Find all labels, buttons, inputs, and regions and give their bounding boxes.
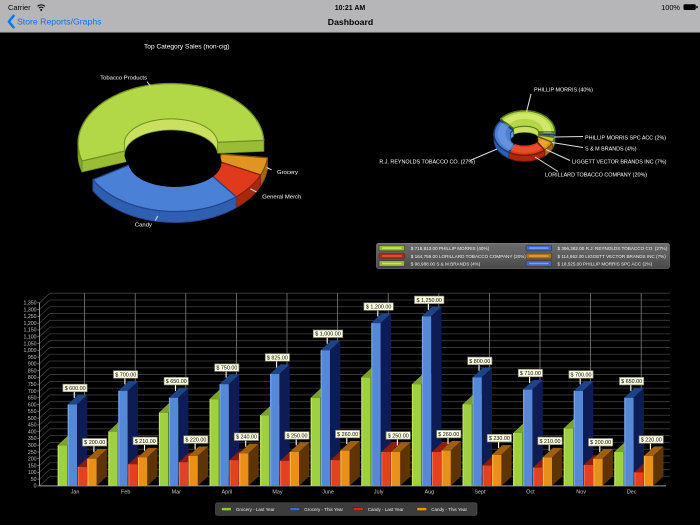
svg-text:1,300: 1,300 <box>24 307 37 313</box>
svg-text:$ 700.00: $ 700.00 <box>115 372 136 378</box>
svg-text:Candy - Last Year: Candy - Last Year <box>368 507 404 512</box>
svg-text:$ 220.00: $ 220.00 <box>641 438 662 444</box>
svg-text:June: June <box>322 490 334 496</box>
svg-text:Mar: Mar <box>172 490 181 496</box>
svg-text:Candy - This Year: Candy - This Year <box>431 507 467 512</box>
svg-text:May: May <box>272 490 282 496</box>
svg-text:PHILLIP MORRIS SPC ACC (2%): PHILLIP MORRIS SPC ACC (2%) <box>585 136 666 142</box>
svg-text:150: 150 <box>28 463 37 469</box>
svg-text:General Merch: General Merch <box>262 194 301 200</box>
svg-text:$ 396,382.00 R.J. REYNOLDS TOB: $ 396,382.00 R.J. REYNOLDS TOBACCO CO. (… <box>558 246 668 251</box>
svg-text:100%: 100% <box>661 3 680 12</box>
svg-text:850: 850 <box>28 368 37 374</box>
svg-text:$ 210.00: $ 210.00 <box>540 439 561 445</box>
svg-text:50: 50 <box>31 477 37 483</box>
svg-text:Jan: Jan <box>71 490 80 496</box>
svg-text:$ 1,200.00: $ 1,200.00 <box>366 305 391 311</box>
svg-text:$ 250.00: $ 250.00 <box>388 433 409 439</box>
svg-text:$ 200.00: $ 200.00 <box>590 440 611 446</box>
svg-text:$ 200.00: $ 200.00 <box>84 440 105 446</box>
svg-text:Carrier: Carrier <box>8 3 31 12</box>
svg-text:Grocery: Grocery <box>277 170 298 176</box>
svg-text:PHILLIP MORRIS (40%): PHILLIP MORRIS (40%) <box>534 88 593 94</box>
svg-text:Feb: Feb <box>121 490 130 496</box>
svg-text:1,100: 1,100 <box>24 335 37 341</box>
svg-text:250: 250 <box>28 450 37 456</box>
svg-text:$ 825.00: $ 825.00 <box>267 355 288 361</box>
svg-text:450: 450 <box>28 423 37 429</box>
svg-text:$ 1,250.00: $ 1,250.00 <box>416 298 441 304</box>
svg-text:200: 200 <box>28 457 37 463</box>
svg-text:300: 300 <box>28 443 37 449</box>
svg-text:$ 18,525.00 PHILLIP MORRIS SPC: $ 18,525.00 PHILLIP MORRIS SPC ACC (2%) <box>558 261 653 266</box>
svg-text:400: 400 <box>28 429 37 435</box>
svg-text:April: April <box>222 490 233 496</box>
svg-text:Grocery - This Year: Grocery - This Year <box>304 507 343 512</box>
svg-text:800: 800 <box>28 375 37 381</box>
svg-text:1,150: 1,150 <box>24 328 37 334</box>
svg-text:950: 950 <box>28 355 37 361</box>
svg-text:650: 650 <box>28 396 37 402</box>
svg-text:1,350: 1,350 <box>24 301 37 307</box>
svg-text:S & M BRANDS (4%): S & M BRANDS (4%) <box>585 147 637 153</box>
svg-text:$ 718,813.00 PHILLIP MORRIS (4: $ 718,813.00 PHILLIP MORRIS (40%) <box>411 246 490 251</box>
svg-text:1,000: 1,000 <box>24 348 37 354</box>
svg-text:Aug: Aug <box>425 490 435 496</box>
svg-text:$ 260.00: $ 260.00 <box>438 432 459 438</box>
svg-text:Candy: Candy <box>135 222 152 228</box>
svg-text:1,050: 1,050 <box>24 341 37 347</box>
svg-text:July: July <box>374 490 384 496</box>
svg-text:Dashboard: Dashboard <box>328 17 373 27</box>
svg-text:$ 650.00: $ 650.00 <box>621 379 642 385</box>
svg-text:Store Reports/Graphs: Store Reports/Graphs <box>17 17 102 27</box>
svg-text:LIGGETT VECTOR BRANDS INC (7%): LIGGETT VECTOR BRANDS INC (7%) <box>572 160 667 166</box>
svg-text:Sept: Sept <box>474 490 486 496</box>
svg-text:Tobacco Products: Tobacco Products <box>100 76 147 82</box>
svg-text:550: 550 <box>28 409 37 415</box>
svg-text:750: 750 <box>28 382 37 388</box>
svg-text:Dec: Dec <box>627 490 637 496</box>
svg-text:700: 700 <box>28 389 37 395</box>
svg-text:0: 0 <box>34 484 37 490</box>
svg-text:350: 350 <box>28 436 37 442</box>
svg-text:$ 700.00: $ 700.00 <box>571 372 592 378</box>
svg-text:Oct: Oct <box>526 490 535 496</box>
svg-text:$ 98,988.00 S & M BRANDS (4%): $ 98,988.00 S & M BRANDS (4%) <box>411 261 481 266</box>
svg-text:R.J. REYNOLDS TOBACCO CO. (27%: R.J. REYNOLDS TOBACCO CO. (27%) <box>379 160 475 166</box>
svg-text:$ 240.00: $ 240.00 <box>236 435 257 441</box>
svg-text:$ 220.00: $ 220.00 <box>185 438 206 444</box>
svg-text:600: 600 <box>28 402 37 408</box>
svg-text:1,250: 1,250 <box>24 314 37 320</box>
svg-text:$ 650.00: $ 650.00 <box>166 379 187 385</box>
svg-text:100: 100 <box>28 470 37 476</box>
svg-text:$ 1,000.00: $ 1,000.00 <box>315 332 340 338</box>
svg-text:500: 500 <box>28 416 37 422</box>
svg-text:$ 114,662.00 LIGGETT VECTOR BR: $ 114,662.00 LIGGETT VECTOR BRANDS INC (… <box>558 254 667 259</box>
svg-text:$ 800.00: $ 800.00 <box>469 359 490 365</box>
svg-text:1,200: 1,200 <box>24 321 37 327</box>
svg-text:$ 710.00: $ 710.00 <box>520 371 541 377</box>
svg-text:$ 230.00: $ 230.00 <box>489 436 510 442</box>
svg-text:$ 750.00: $ 750.00 <box>216 366 237 372</box>
svg-text:Grocery - Last Year: Grocery - Last Year <box>236 507 275 512</box>
svg-text:$ 210.00: $ 210.00 <box>135 439 156 445</box>
svg-text:Top Category Sales (non-cig): Top Category Sales (non-cig) <box>144 44 229 51</box>
svg-text:LORILLARD TOBACCO COMPANY (20%: LORILLARD TOBACCO COMPANY (20%) <box>545 173 647 179</box>
svg-text:Nov: Nov <box>576 490 586 496</box>
svg-text:$ 600.00: $ 600.00 <box>65 386 86 392</box>
svg-text:$ 250.00: $ 250.00 <box>287 433 308 439</box>
svg-text:10:21 AM: 10:21 AM <box>335 5 366 12</box>
svg-text:$ 164,759.00 LORILLARD TOBACCO: $ 164,759.00 LORILLARD TOBACCO COMPANY (… <box>411 254 527 259</box>
svg-text:900: 900 <box>28 362 37 368</box>
svg-text:$ 260.00: $ 260.00 <box>337 432 358 438</box>
